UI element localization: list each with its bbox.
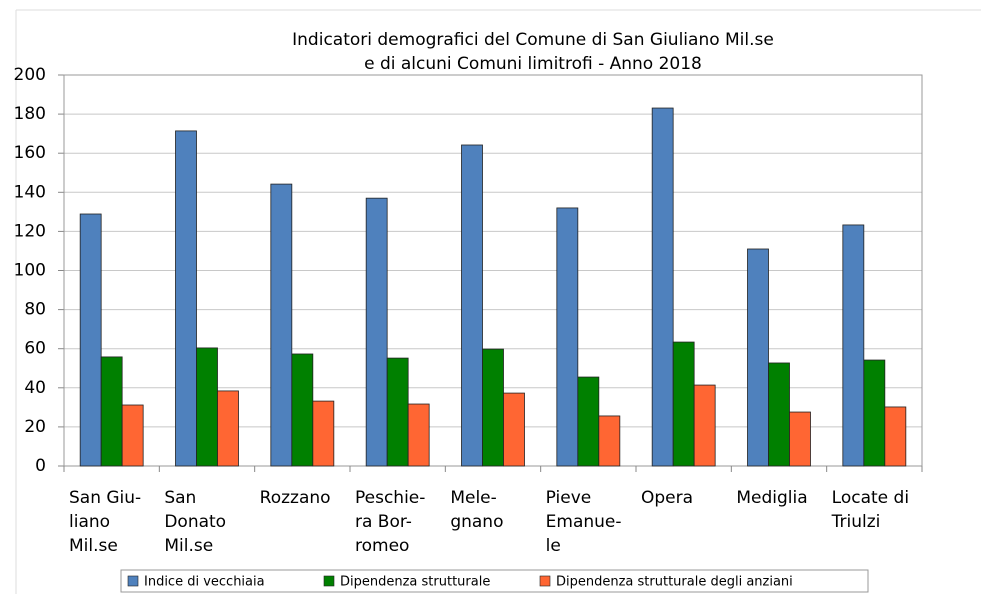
- legend-swatch: [539, 575, 551, 587]
- x-tick-label: romeo: [355, 536, 409, 556]
- bar: [79, 213, 102, 467]
- bar: [291, 353, 314, 467]
- bar: [386, 357, 409, 467]
- bar: [651, 107, 674, 467]
- y-tick-label: 0: [35, 456, 46, 476]
- legend-label: Indice di vecchiaia: [144, 575, 265, 590]
- bar: [503, 392, 525, 467]
- x-tick-label: Triulzi: [831, 512, 881, 532]
- bar: [100, 356, 123, 467]
- y-tick-label: 40: [24, 378, 46, 398]
- bar: [577, 376, 600, 467]
- bar: [175, 130, 197, 467]
- x-tick-label: ra Bor-: [355, 512, 412, 532]
- y-tick-label: 200: [14, 65, 46, 85]
- x-tick-label: Pieve: [546, 488, 592, 508]
- y-tick-label: 180: [14, 104, 46, 124]
- y-tick-label: 20: [24, 417, 46, 437]
- legend-label: Dipendenza strutturale degli anziani: [556, 575, 793, 590]
- x-tick-label: le: [546, 536, 561, 556]
- legend-swatch: [127, 575, 139, 587]
- bar: [482, 348, 504, 467]
- bar: [270, 183, 293, 467]
- legend-swatch: [323, 575, 335, 587]
- y-tick-label: 140: [14, 182, 46, 202]
- bar: [598, 415, 621, 467]
- x-tick-label: San: [164, 488, 196, 508]
- bar: [121, 404, 144, 467]
- x-tick-label: Donato: [164, 512, 226, 532]
- x-tick-label: Mil.se: [69, 536, 118, 556]
- y-tick-label: 80: [24, 300, 46, 320]
- x-tick-label: San Giu-: [69, 488, 141, 508]
- y-tick-label: 160: [14, 143, 46, 163]
- bar: [884, 406, 907, 467]
- bar: [407, 403, 430, 467]
- chart-title: e di alcuni Comuni limitrofi - Anno 2018: [364, 54, 702, 74]
- bar: [789, 411, 811, 467]
- x-tick-label: Mediglia: [736, 488, 807, 508]
- bar: [196, 347, 218, 467]
- x-tick-label: Locate di: [832, 488, 909, 508]
- x-tick-label: Peschie-: [355, 488, 425, 508]
- bar: [768, 362, 790, 467]
- x-tick-label: gnano: [450, 512, 503, 532]
- bar: [312, 400, 335, 467]
- bar: [556, 207, 579, 467]
- bar: [461, 144, 483, 467]
- x-tick-label: Emanue-: [546, 512, 622, 532]
- bar: [863, 359, 886, 467]
- bar: [693, 384, 716, 467]
- y-tick-label: 120: [14, 221, 46, 241]
- legend-label: Dipendenza strutturale: [340, 575, 490, 590]
- bar: [747, 248, 769, 467]
- bar: [217, 390, 239, 467]
- x-tick-label: Rozzano: [260, 488, 331, 508]
- chart-title: Indicatori demografici del Comune di San…: [292, 30, 774, 50]
- x-tick-label: liano: [69, 512, 110, 532]
- x-tick-label: Opera: [641, 488, 693, 508]
- y-tick-label: 60: [24, 339, 46, 359]
- x-tick-label: Mele-: [450, 488, 496, 508]
- bar: [365, 197, 388, 467]
- legend-box: [120, 569, 869, 593]
- bar: [842, 224, 865, 467]
- y-tick-label: 100: [14, 261, 46, 281]
- bar: [672, 341, 695, 467]
- x-tick-label: Mil.se: [164, 536, 213, 556]
